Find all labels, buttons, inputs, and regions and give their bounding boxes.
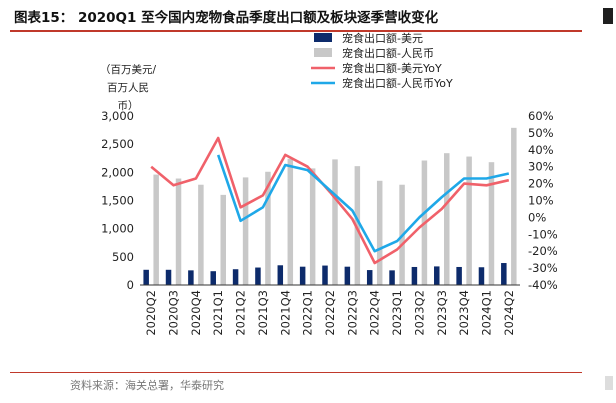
- y-left-tick-label: 3,000: [101, 109, 134, 123]
- y-right-tick-label: -30%: [528, 261, 558, 275]
- bar: [411, 266, 418, 285]
- y-left-tick-label: 0: [127, 278, 134, 292]
- x-tick-label: 2023Q3: [435, 290, 449, 336]
- legend-label: 宠食出口额-人民币: [342, 46, 434, 60]
- x-tick-label: 2021Q2: [234, 290, 248, 336]
- y-right-tick-label: 0%: [528, 210, 546, 224]
- adjacent-panel-edge: [603, 8, 613, 24]
- series-line: [216, 154, 510, 253]
- x-tick-label: 2022Q1: [301, 290, 315, 336]
- y-left-tick-label: 2,500: [101, 137, 134, 151]
- x-tick-label: 2024Q2: [502, 290, 516, 336]
- bar: [444, 153, 450, 285]
- y-right-tick-label: -40%: [528, 278, 558, 292]
- bar: [511, 127, 517, 285]
- bar: [153, 174, 159, 285]
- x-tick-label: 2020Q3: [167, 290, 181, 336]
- x-tick-label: 2022Q4: [368, 290, 382, 336]
- bar: [143, 269, 149, 285]
- y-left-tick-label: 500: [112, 250, 134, 264]
- legend-label: 宠食出口额-美元YoY: [342, 61, 442, 75]
- bar: [389, 270, 395, 285]
- y-right-tick-label: 20%: [528, 177, 554, 191]
- bar: [165, 269, 172, 285]
- chart-title: 图表15： 2020Q1 至今国内宠物食品季度出口额及板块逐季营收变化: [14, 10, 439, 26]
- y-right-tick-label: 30%: [528, 160, 554, 174]
- bar: [434, 266, 440, 285]
- x-tick-label: 2021Q4: [278, 290, 292, 336]
- y-left-unit-line: （百万美元/: [100, 63, 156, 76]
- x-tick-label: 2023Q2: [412, 290, 426, 336]
- bar: [175, 178, 182, 285]
- bar: [309, 168, 316, 285]
- bar: [376, 180, 383, 285]
- bar: [299, 266, 306, 285]
- y-right-tick-label: 50%: [528, 126, 554, 140]
- bar: [232, 269, 239, 285]
- bar: [344, 266, 351, 285]
- x-tick-label: 2020Q4: [189, 290, 203, 336]
- bar: [277, 265, 284, 285]
- bar: [198, 184, 204, 285]
- bar: [287, 158, 294, 285]
- y-right-tick-label: -20%: [528, 244, 558, 258]
- legend-swatch: [314, 48, 332, 57]
- line-series: [150, 136, 510, 265]
- footer-divider: [10, 372, 582, 373]
- bar-series: [143, 127, 517, 285]
- bar: [466, 156, 472, 285]
- bar: [366, 270, 373, 285]
- x-tick-label: 2022Q2: [323, 290, 337, 336]
- x-tick-label: 2024Q1: [479, 290, 493, 336]
- bar: [322, 265, 328, 285]
- bar: [456, 266, 462, 285]
- y-right-tick-label: -10%: [528, 227, 558, 241]
- y-left-unit-line: 百万人民: [107, 82, 149, 94]
- y-left-axis: 0 500 1,000 1,500 2,000 2,500 3,000: [101, 109, 134, 292]
- title-divider: [10, 30, 582, 32]
- adjacent-panel-edge-bottom: [605, 376, 613, 390]
- y-left-tick-label: 1,500: [101, 194, 134, 208]
- legend-label: 宠食出口额-美元: [342, 31, 423, 45]
- x-axis: 2020Q2 2020Q3 2020Q4 2021Q1 2021Q2 2021Q3 2021…: [140, 284, 520, 336]
- bar: [478, 267, 485, 285]
- bar: [332, 159, 338, 285]
- series-line: [150, 136, 510, 265]
- x-tick-label: 2022Q3: [345, 290, 359, 336]
- bar: [488, 162, 495, 285]
- bar: [220, 194, 226, 285]
- y-right-axis: -40% -30% -20% -10% 0% 10% 20% 30% 40% 50% 60%: [528, 109, 558, 292]
- x-tick-label: 2021Q3: [256, 290, 270, 336]
- x-tick-label: 2020Q2: [144, 290, 158, 336]
- bar: [501, 263, 507, 285]
- bar: [265, 171, 271, 285]
- source-note: 资料来源：海关总署，华泰研究: [70, 379, 224, 392]
- y-right-tick-label: 60%: [528, 109, 554, 123]
- y-left-tick-label: 2,000: [101, 165, 134, 179]
- bar: [188, 270, 194, 285]
- x-tick-label: 2021Q1: [211, 290, 225, 336]
- y-right-tick-label: 10%: [528, 194, 554, 208]
- bar: [210, 271, 216, 285]
- y-right-tick-label: 40%: [528, 143, 554, 157]
- y-left-tick-label: 1,000: [101, 222, 134, 236]
- legend-swatch: [314, 33, 332, 42]
- bar: [354, 166, 361, 285]
- x-tick-label: 2023Q4: [457, 290, 471, 336]
- x-tick-label: 2023Q1: [390, 290, 404, 336]
- bar: [242, 177, 249, 285]
- bar: [255, 267, 261, 285]
- y-left-unit-line: 币）: [118, 100, 139, 112]
- legend-label: 宠食出口额-人民币YoY: [342, 76, 453, 90]
